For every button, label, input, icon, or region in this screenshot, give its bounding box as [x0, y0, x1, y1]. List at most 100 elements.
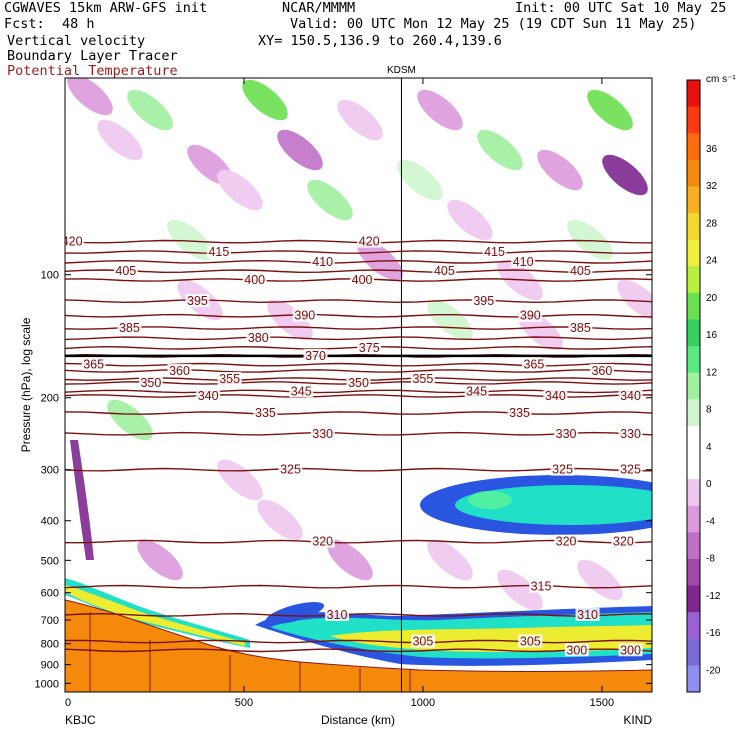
theta-label: 335 — [509, 406, 530, 420]
velocity-blob — [537, 149, 583, 191]
velocity-blob — [327, 539, 373, 581]
theta-label-bg — [471, 294, 496, 308]
theta-contour — [65, 369, 652, 373]
theta-label-bg — [511, 254, 536, 268]
theta-label: 330 — [620, 427, 641, 441]
velocity-blob — [567, 219, 613, 261]
theta-label: 345 — [291, 384, 312, 398]
y-tick-label: 300 — [41, 465, 59, 477]
y-axis: 100 200 300 400 500 600 700 800 900 1000 — [35, 270, 652, 690]
theta-label: 305 — [412, 635, 433, 649]
colorbar-label: 32 — [706, 181, 718, 192]
velocity-blob — [337, 99, 383, 141]
velocity-blob — [127, 89, 173, 131]
colorbar-label: 28 — [706, 218, 718, 229]
colorbar-swatch — [687, 638, 700, 666]
theta-label-bg — [303, 348, 328, 362]
velocity-blob — [167, 219, 213, 261]
colorbar-swatch — [687, 186, 700, 214]
colorbar-swatch — [687, 558, 700, 587]
velocity-blob — [417, 89, 463, 131]
colorbar-swatch — [687, 399, 700, 427]
theta-label: 415 — [484, 245, 505, 259]
velocity-blob — [427, 539, 473, 581]
velocity-blob — [397, 159, 443, 201]
theta-label: 320 — [556, 535, 577, 549]
theta-label-bg — [432, 264, 457, 278]
station-marker-label: KDSM — [387, 65, 416, 76]
theta-label-bg — [357, 340, 382, 354]
theta-label: 300 — [620, 643, 641, 657]
theta-label-bg — [292, 308, 317, 322]
colorbar-label: 36 — [706, 144, 718, 155]
y-tick-label: 800 — [41, 639, 59, 651]
theta-label: 325 — [620, 463, 641, 477]
plot-frame — [64, 77, 653, 693]
theta-label-bg — [246, 331, 271, 345]
colorbar-swatch — [687, 80, 700, 108]
theta-label-bg — [325, 607, 350, 621]
theta-contour — [65, 326, 652, 330]
theta-label: 395 — [187, 294, 208, 308]
theta-label: 310 — [577, 608, 598, 622]
colorbar-label: -12 — [706, 591, 721, 602]
theta-contour — [65, 259, 652, 264]
fcst-value: 48 h — [62, 16, 95, 32]
velocity-blob — [242, 79, 288, 121]
left-station-label: KBJC — [65, 713, 96, 727]
theta-label-bg — [554, 534, 579, 548]
y-tick-label: 700 — [41, 615, 59, 627]
colorbar-unit: cm s⁻¹ — [706, 74, 736, 85]
velocity-blob — [267, 299, 313, 341]
theta-label: 420 — [62, 235, 83, 249]
theta-label: 365 — [83, 358, 104, 372]
theta-label-bg — [253, 406, 278, 420]
theta-label: 340 — [620, 389, 641, 403]
field-boundary-layer-tracer: Boundary Layer Tracer — [7, 48, 178, 64]
theta-label: 390 — [520, 309, 541, 323]
colorbar-swatch — [687, 159, 700, 187]
velocity-blob — [427, 299, 473, 341]
theta-label-bg — [518, 634, 543, 648]
theta-contour — [65, 362, 652, 367]
x-axis-label: Distance (km) — [321, 713, 395, 727]
theta-label-bg — [518, 308, 543, 322]
theta-label: 390 — [294, 309, 315, 323]
fcst-label: Fcst: — [4, 16, 45, 32]
theta-label-bg — [575, 607, 600, 621]
colorbar-label: 0 — [706, 479, 712, 490]
plot-area: 420 420 415 415 410 410 405 405 405 400 400 395 395 3… — [62, 78, 652, 692]
theta-label: 350 — [140, 376, 161, 390]
theta-label: 340 — [545, 389, 566, 403]
y-tick-label: 400 — [41, 516, 59, 528]
theta-label: 405 — [434, 264, 455, 278]
theta-contour — [65, 411, 652, 415]
colorbar-swatch — [687, 665, 700, 693]
y-axis-label: Pressure (hPa), log scale — [19, 317, 33, 452]
theta-label-bg — [554, 426, 579, 440]
theta-label: 420 — [359, 235, 380, 249]
theta-label-bg — [242, 272, 267, 286]
theta-label-bg — [618, 426, 643, 440]
theta-label: 350 — [348, 376, 369, 390]
y-tick-label: 600 — [41, 588, 59, 600]
theta-label-bg — [167, 363, 192, 377]
x-tick-label: 1000 — [411, 697, 435, 709]
theta-label: 380 — [248, 331, 269, 345]
theta-label: 360 — [591, 364, 612, 378]
theta-label-bg — [410, 634, 435, 648]
colorbar-swatch — [687, 106, 700, 134]
theta-label-bg — [464, 384, 489, 398]
x-tick-label: 1500 — [590, 697, 614, 709]
theta-label: 405 — [570, 264, 591, 278]
theta-label-bg — [206, 245, 231, 259]
y-tick-label: 900 — [41, 660, 59, 672]
theta-label-bg — [81, 357, 106, 371]
theta-label-bg — [568, 320, 593, 334]
colorbar-swatch — [687, 452, 700, 480]
velocity-blob — [447, 199, 493, 241]
tracer-small-plume — [265, 602, 325, 624]
theta-label-bg — [521, 357, 546, 371]
theta-label-bg — [278, 462, 303, 476]
theta-label: 410 — [513, 255, 534, 269]
